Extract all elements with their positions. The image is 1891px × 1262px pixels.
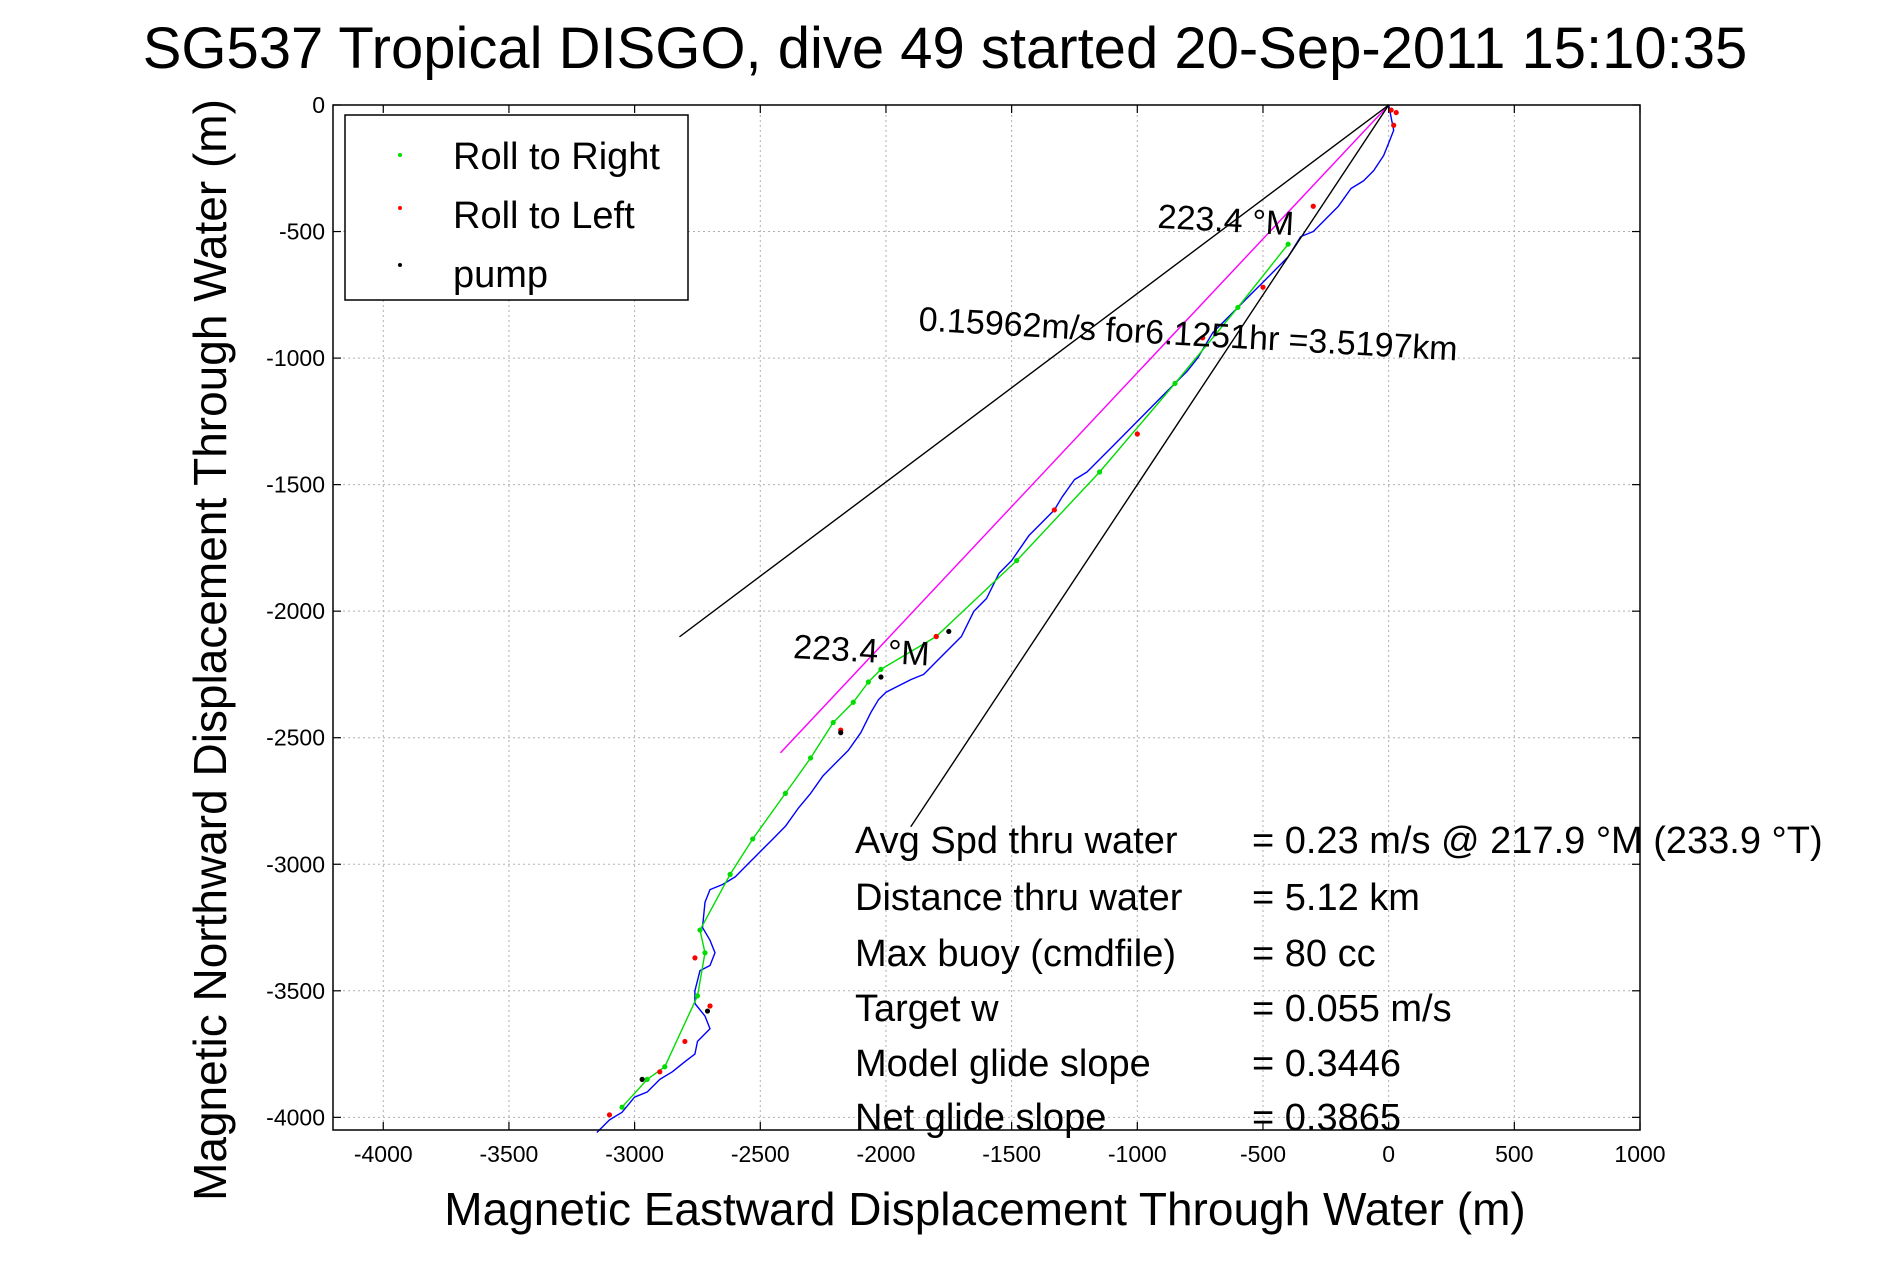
series-1-point xyxy=(727,871,733,877)
x-axis-label: Magnetic Eastward Displacement Through W… xyxy=(444,1183,1525,1235)
y-tick-label: -500 xyxy=(279,219,325,245)
stat-value-max-buoy: = 80 cc xyxy=(1252,933,1376,975)
y-tick-label: -1000 xyxy=(266,345,325,371)
legend: Roll to Right Roll to Left pump xyxy=(344,114,689,301)
y-axis-label: Magnetic Northward Displacement Through … xyxy=(184,99,236,1201)
stat-label-target-w: Target w xyxy=(855,988,999,1030)
series-3-point xyxy=(946,628,952,635)
plot-markers xyxy=(606,107,1399,1118)
series-2-point xyxy=(933,633,939,640)
series-1-point xyxy=(702,950,708,956)
stat-value-distance: = 5.12 km xyxy=(1252,877,1420,919)
series-line-1 xyxy=(621,243,1289,1108)
series-1-point xyxy=(1097,469,1103,475)
heading-annotation-1: 223.4 °M xyxy=(1157,198,1295,244)
series-1-point xyxy=(662,1064,668,1070)
series-1-point xyxy=(807,755,814,761)
series-2-point xyxy=(657,1069,663,1075)
legend-label-pump: pump xyxy=(453,254,548,296)
x-tick-label: -1000 xyxy=(1108,1141,1167,1167)
x-tick-label: -2000 xyxy=(857,1141,916,1167)
stat-value-net-glide: = 0.3865 xyxy=(1252,1097,1401,1139)
series-1-point xyxy=(830,719,836,726)
stat-label-model-glide: Model glide slope xyxy=(855,1043,1151,1085)
y-tick-label: -4000 xyxy=(266,1104,325,1130)
legend-label-roll-right: Roll to Right xyxy=(453,136,660,178)
plot-lines xyxy=(596,104,1395,1133)
y-tick-label: -3000 xyxy=(266,851,325,877)
legend-label-roll-left: Roll to Left xyxy=(453,195,635,237)
y-tick-label: 0 xyxy=(312,92,325,118)
series-1-point xyxy=(1235,304,1241,311)
x-tick-label: 500 xyxy=(1495,1141,1533,1167)
legend-marker-pump xyxy=(398,263,402,267)
series-2-point xyxy=(1393,109,1399,116)
series-line-4 xyxy=(779,104,1390,754)
series-1-point xyxy=(697,927,703,933)
series-1-point xyxy=(750,836,756,842)
series-3-point xyxy=(838,730,844,736)
legend-box xyxy=(344,114,689,301)
x-tick-label: -2500 xyxy=(731,1141,790,1167)
stat-label-distance: Distance thru water xyxy=(855,877,1183,919)
series-2-point xyxy=(1134,431,1140,437)
x-tick-label: -500 xyxy=(1240,1141,1286,1167)
series-1-point xyxy=(619,1104,625,1110)
y-tick-label: -2500 xyxy=(266,725,325,751)
stat-value-target-w: = 0.055 m/s xyxy=(1252,988,1452,1030)
plot-frame xyxy=(332,104,1641,1131)
series-line-0 xyxy=(596,104,1395,1133)
x-tick-label: -4000 xyxy=(354,1141,413,1167)
chart-title: SG537 Tropical DISGO, dive 49 started 20… xyxy=(143,16,1748,81)
series-1-point xyxy=(865,679,871,685)
series-2-point xyxy=(707,1003,713,1009)
stat-label-avg-speed: Avg Spd thru water xyxy=(855,820,1178,862)
series-2-point xyxy=(1391,122,1397,128)
stats-block: Avg Spd thru water = 0.23 m/s @ 217.9 °M… xyxy=(855,820,1823,1139)
series-1-point xyxy=(1014,557,1020,564)
series-1-point xyxy=(878,666,884,672)
legend-marker-roll-left xyxy=(398,206,402,210)
y-tick-label: -3500 xyxy=(266,978,325,1004)
series-2-point xyxy=(1388,107,1394,113)
stat-value-model-glide: = 0.3446 xyxy=(1252,1043,1401,1085)
series-3-point xyxy=(878,674,884,680)
series-3-point xyxy=(704,1008,711,1014)
legend-marker-roll-right xyxy=(398,153,402,157)
x-tick-label: 1000 xyxy=(1614,1141,1665,1167)
series-2-point xyxy=(1200,335,1206,341)
series-2-point xyxy=(1051,507,1057,513)
series-2-point xyxy=(682,1038,688,1045)
series-1-point xyxy=(1172,380,1178,386)
series-2-point xyxy=(606,1112,613,1118)
series-1-point xyxy=(782,790,789,796)
axis-ticks: -4000 -3500 -3000 -2500 -2000 -1500 -1000 -500 0… xyxy=(266,92,1665,1167)
series-1-point xyxy=(850,699,856,705)
x-tick-label: -1500 xyxy=(982,1141,1041,1167)
x-tick-label: -3000 xyxy=(605,1141,664,1167)
stat-label-net-glide: Net glide slope xyxy=(855,1097,1106,1139)
series-1-point xyxy=(644,1076,650,1082)
series-1-point xyxy=(1285,241,1291,247)
series-3-point xyxy=(639,1076,645,1082)
series-2-point xyxy=(692,955,698,961)
y-tick-label: -2000 xyxy=(266,598,325,624)
y-tick-label: -1500 xyxy=(266,472,325,498)
stat-label-max-buoy: Max buoy (cmdfile) xyxy=(855,933,1176,975)
x-tick-label: 0 xyxy=(1382,1141,1395,1167)
series-2-point xyxy=(1310,203,1316,209)
heading-annotation-0: 223.4 °M xyxy=(792,628,930,674)
series-1-point xyxy=(694,993,701,999)
stat-value-avg-speed: = 0.23 m/s @ 217.9 °M (233.9 °T) xyxy=(1252,820,1823,862)
series-2-point xyxy=(1260,284,1266,290)
x-tick-label: -3500 xyxy=(480,1141,539,1167)
